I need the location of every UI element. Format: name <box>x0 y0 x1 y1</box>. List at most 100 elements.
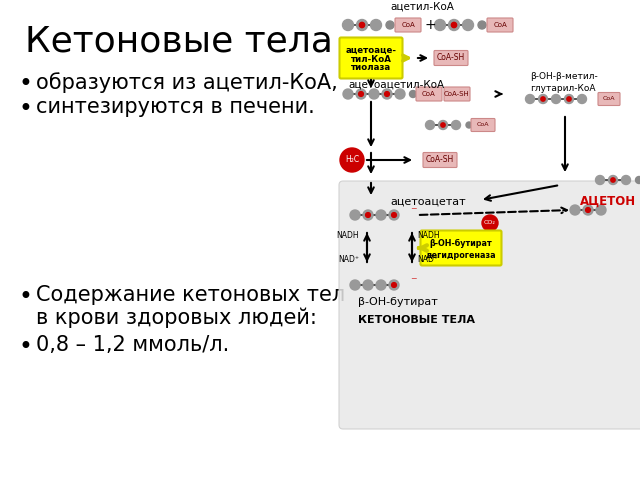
Circle shape <box>482 215 498 231</box>
Text: тил-КоА: тил-КоА <box>351 55 392 63</box>
Circle shape <box>586 208 590 212</box>
Circle shape <box>356 20 367 31</box>
Circle shape <box>449 20 460 31</box>
Text: Кетоновые тела: Кетоновые тела <box>25 25 333 59</box>
Text: ⁻: ⁻ <box>410 205 417 218</box>
Circle shape <box>342 20 353 31</box>
Text: β-ОН-бутират: β-ОН-бутират <box>429 239 492 248</box>
Text: CoA-SH: CoA-SH <box>437 53 465 62</box>
Circle shape <box>376 280 386 290</box>
Text: тиолаза: тиолаза <box>351 63 391 72</box>
Circle shape <box>369 89 379 99</box>
Circle shape <box>570 205 580 215</box>
FancyBboxPatch shape <box>339 181 640 429</box>
Circle shape <box>595 176 605 184</box>
Text: NADH: NADH <box>337 230 359 240</box>
Circle shape <box>435 20 445 31</box>
Circle shape <box>609 176 618 184</box>
FancyBboxPatch shape <box>339 37 403 79</box>
FancyBboxPatch shape <box>420 230 502 265</box>
FancyBboxPatch shape <box>444 87 470 101</box>
Circle shape <box>541 97 545 101</box>
Text: CoA: CoA <box>493 22 507 28</box>
Circle shape <box>358 92 364 96</box>
Circle shape <box>356 89 366 99</box>
Circle shape <box>371 20 381 31</box>
FancyBboxPatch shape <box>395 18 421 32</box>
Circle shape <box>441 123 445 127</box>
FancyBboxPatch shape <box>423 153 457 168</box>
Text: CoA-SH: CoA-SH <box>444 91 470 97</box>
Circle shape <box>611 178 615 182</box>
Text: β-ОН-бутират: β-ОН-бутират <box>358 297 438 307</box>
Circle shape <box>382 89 392 99</box>
Circle shape <box>389 280 399 290</box>
Circle shape <box>363 280 373 290</box>
Text: дегидрогеназа: дегидрогеназа <box>426 251 496 260</box>
Text: КЕТОНОВЫЕ ТЕЛА: КЕТОНОВЫЕ ТЕЛА <box>358 315 475 325</box>
Circle shape <box>376 210 386 220</box>
Text: Содержание кетоновых тел: Содержание кетоновых тел <box>36 285 345 305</box>
Circle shape <box>451 120 461 130</box>
Circle shape <box>463 20 474 31</box>
Circle shape <box>426 120 435 130</box>
Circle shape <box>389 210 399 220</box>
Circle shape <box>350 280 360 290</box>
Circle shape <box>410 91 417 97</box>
Circle shape <box>583 205 593 215</box>
FancyBboxPatch shape <box>434 50 468 65</box>
Circle shape <box>552 95 561 104</box>
Circle shape <box>564 95 573 104</box>
Circle shape <box>596 205 606 215</box>
FancyBboxPatch shape <box>598 93 620 106</box>
Circle shape <box>466 122 472 128</box>
Circle shape <box>395 89 405 99</box>
Text: ацетоаце-: ацетоаце- <box>346 46 397 55</box>
Circle shape <box>392 213 396 217</box>
Text: NADH: NADH <box>417 230 440 240</box>
Text: NAD⁺: NAD⁺ <box>338 255 359 264</box>
FancyBboxPatch shape <box>416 87 442 101</box>
Circle shape <box>350 210 360 220</box>
Text: •: • <box>18 285 32 309</box>
Circle shape <box>577 95 586 104</box>
Circle shape <box>363 210 373 220</box>
Circle shape <box>343 89 353 99</box>
Circle shape <box>538 95 547 104</box>
Text: 0,8 – 1,2 ммоль/л.: 0,8 – 1,2 ммоль/л. <box>36 335 229 355</box>
Text: CO₂: CO₂ <box>484 220 496 226</box>
Text: β-ОН-β-метил-: β-ОН-β-метил- <box>530 72 598 81</box>
Text: CoA-SH: CoA-SH <box>426 156 454 165</box>
Text: •: • <box>18 72 32 96</box>
FancyBboxPatch shape <box>487 18 513 32</box>
Text: образуются из ацетил-КоА,: образуются из ацетил-КоА, <box>36 72 338 93</box>
Circle shape <box>360 23 365 28</box>
Text: •: • <box>18 97 32 121</box>
Text: ⁻: ⁻ <box>410 276 417 288</box>
Text: H₂C: H₂C <box>345 156 359 165</box>
Text: +: + <box>424 18 436 32</box>
Circle shape <box>451 23 457 28</box>
Circle shape <box>386 21 394 29</box>
Circle shape <box>385 92 389 96</box>
FancyBboxPatch shape <box>471 119 495 132</box>
Text: •: • <box>18 335 32 359</box>
Text: ацетоацетил-КоА: ацетоацетил-КоА <box>348 80 444 90</box>
Text: ацетоацетат: ацетоацетат <box>390 197 466 207</box>
Circle shape <box>636 177 640 183</box>
Circle shape <box>567 97 571 101</box>
Text: CoA: CoA <box>603 96 615 101</box>
Text: глутарил-КоА: глутарил-КоА <box>530 84 595 93</box>
Circle shape <box>478 21 486 29</box>
Circle shape <box>392 283 396 288</box>
Circle shape <box>621 176 630 184</box>
Text: NAD⁺: NAD⁺ <box>417 255 438 264</box>
Circle shape <box>340 148 364 172</box>
Text: АЦЕТОН: АЦЕТОН <box>580 195 636 208</box>
Text: ацетил-КоА: ацетил-КоА <box>390 2 454 12</box>
Circle shape <box>525 95 534 104</box>
Circle shape <box>438 120 447 130</box>
Text: CoA: CoA <box>401 22 415 28</box>
Text: синтезируются в печени.: синтезируются в печени. <box>36 97 315 117</box>
Text: в крови здоровых людей:: в крови здоровых людей: <box>36 308 317 328</box>
